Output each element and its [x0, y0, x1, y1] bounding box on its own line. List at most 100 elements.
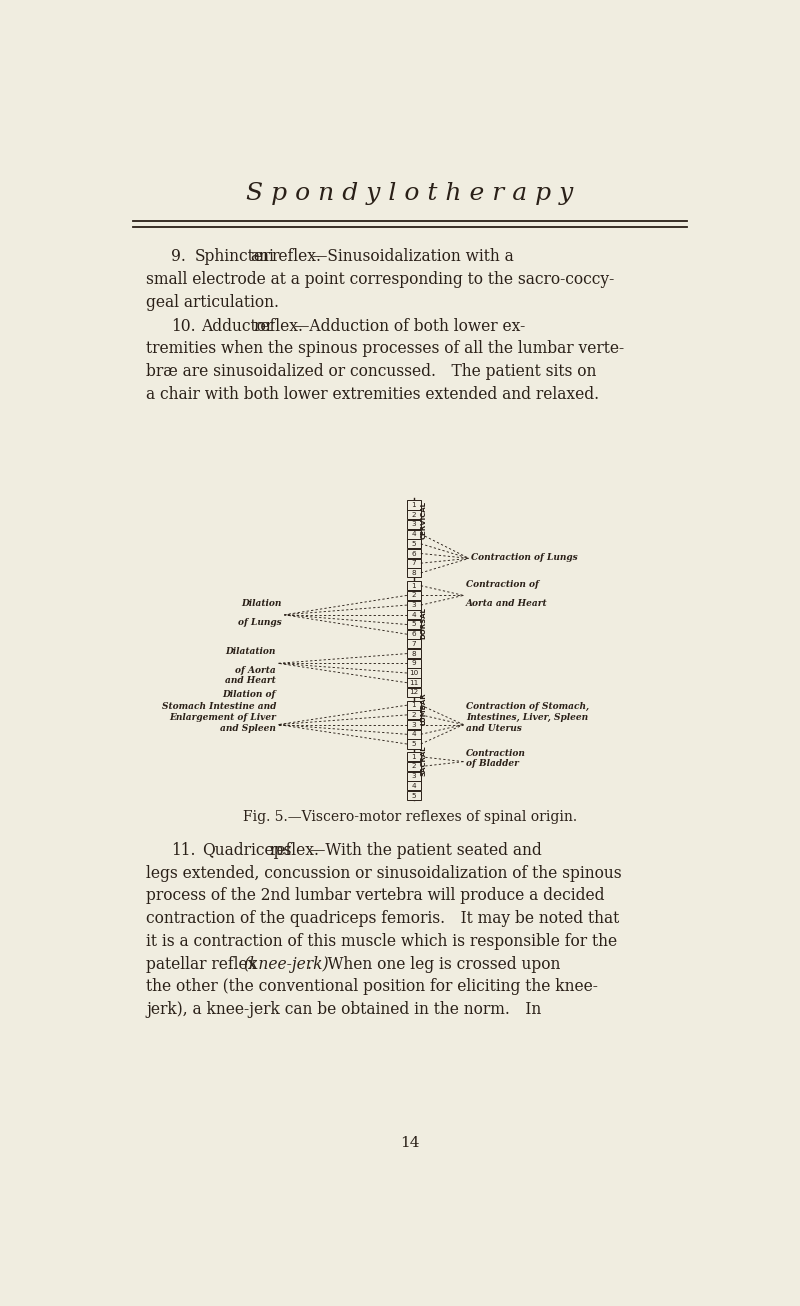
Text: CERVICAL: CERVICAL — [420, 502, 426, 539]
Bar — [407, 581, 421, 590]
Text: of Bladder: of Bladder — [466, 759, 518, 768]
Text: Contraction of Stomach,: Contraction of Stomach, — [466, 701, 589, 710]
Text: —Sinusoidalization with a: —Sinusoidalization with a — [312, 248, 514, 265]
Text: Adductor: Adductor — [201, 317, 273, 334]
Bar — [407, 620, 421, 629]
Text: tremities when the spinous processes of all the lumbar verte-: tremities when the spinous processes of … — [146, 341, 625, 358]
Text: SACRAL: SACRAL — [420, 746, 426, 776]
Text: 3: 3 — [411, 773, 416, 780]
Text: 7: 7 — [411, 560, 416, 567]
Text: Contraction: Contraction — [466, 748, 526, 757]
Text: it is a contraction of this muscle which is responsible for the: it is a contraction of this muscle which… — [146, 932, 618, 949]
Text: 10.: 10. — [171, 317, 196, 334]
Bar — [407, 629, 421, 639]
Text: 1: 1 — [411, 703, 416, 708]
Text: 5: 5 — [411, 793, 416, 798]
Text: 2: 2 — [411, 764, 416, 769]
Bar — [407, 710, 421, 720]
Text: 7: 7 — [411, 641, 416, 646]
Text: Contraction of Lungs: Contraction of Lungs — [471, 552, 578, 562]
Text: 3: 3 — [411, 521, 416, 528]
Text: Quadriceps: Quadriceps — [202, 842, 292, 859]
Text: 1: 1 — [411, 502, 416, 508]
Text: 1: 1 — [411, 754, 416, 760]
Text: —With the patient seated and: —With the patient seated and — [310, 842, 542, 859]
Text: 3: 3 — [411, 602, 416, 609]
Text: 10: 10 — [410, 670, 418, 677]
Bar — [407, 640, 421, 649]
Bar — [407, 529, 421, 538]
Text: process of the 2nd lumbar vertebra will produce a decided: process of the 2nd lumbar vertebra will … — [146, 888, 605, 905]
Text: 5: 5 — [411, 741, 416, 747]
Bar — [407, 610, 421, 619]
Text: jerk), a knee-jerk can be obtained in the norm. In: jerk), a knee-jerk can be obtained in th… — [146, 1000, 542, 1017]
Text: reflex.: reflex. — [270, 842, 320, 859]
Bar — [407, 568, 421, 577]
Text: legs extended, concussion or sinusoidalization of the spinous: legs extended, concussion or sinusoidali… — [146, 865, 622, 882]
Text: Intestines, Liver, Spleen: Intestines, Liver, Spleen — [466, 713, 588, 722]
Text: and Spleen: and Spleen — [220, 724, 276, 733]
Text: LUMBAR: LUMBAR — [420, 692, 426, 725]
Text: of Lungs: of Lungs — [238, 618, 282, 627]
Text: 4: 4 — [411, 782, 416, 789]
Text: Fig. 5.—Viscero-motor reflexes of spinal origin.: Fig. 5.—Viscero-motor reflexes of spinal… — [243, 810, 577, 824]
Text: a chair with both lower extremities extended and relaxed.: a chair with both lower extremities exte… — [146, 385, 600, 402]
Bar — [407, 761, 421, 771]
Text: small electrode at a point corresponding to the sacro-coccy-: small electrode at a point corresponding… — [146, 272, 614, 289]
Bar — [407, 549, 421, 558]
Text: geal articulation.: geal articulation. — [146, 294, 279, 311]
Text: 8: 8 — [411, 569, 416, 576]
Text: reflex.: reflex. — [271, 248, 322, 265]
Bar — [407, 500, 421, 509]
Text: 2: 2 — [411, 593, 416, 598]
Bar — [407, 739, 421, 748]
Bar — [407, 772, 421, 781]
Bar — [407, 678, 421, 687]
Text: Dilation of: Dilation of — [222, 690, 276, 699]
Text: (knee-jerk): (knee-jerk) — [244, 956, 330, 973]
Text: 4: 4 — [411, 611, 416, 618]
Text: of Aorta: of Aorta — [235, 666, 276, 675]
Text: 5: 5 — [411, 541, 416, 547]
Text: 14: 14 — [400, 1136, 420, 1151]
Text: the other (the conventional position for eliciting the knee-: the other (the conventional position for… — [146, 978, 598, 995]
Bar — [407, 720, 421, 729]
Text: ani: ani — [250, 248, 274, 265]
Text: Aorta and Heart: Aorta and Heart — [466, 599, 547, 609]
Text: 9.: 9. — [171, 248, 186, 265]
Text: and Heart: and Heart — [225, 677, 276, 686]
Bar — [407, 658, 421, 667]
Text: 1: 1 — [411, 582, 416, 589]
Bar — [407, 590, 421, 599]
Text: 2: 2 — [411, 512, 416, 517]
Text: . When one leg is crossed upon: . When one leg is crossed upon — [307, 956, 560, 973]
Bar — [407, 649, 421, 658]
Text: bræ are sinusoidalized or concussed. The patient sits on: bræ are sinusoidalized or concussed. The… — [146, 363, 597, 380]
Text: contraction of the quadriceps femoris. It may be noted that: contraction of the quadriceps femoris. I… — [146, 910, 620, 927]
Bar — [407, 781, 421, 790]
Bar — [407, 601, 421, 610]
Bar — [407, 511, 421, 520]
Text: 8: 8 — [411, 650, 416, 657]
Bar — [407, 730, 421, 739]
Text: Sphincter: Sphincter — [194, 248, 270, 265]
Text: —Adduction of both lower ex-: —Adduction of both lower ex- — [294, 317, 525, 334]
Text: 3: 3 — [411, 722, 416, 727]
Text: 2: 2 — [411, 712, 416, 718]
Text: 6: 6 — [411, 631, 416, 637]
Text: Dilatation: Dilatation — [226, 648, 276, 657]
Text: 9: 9 — [411, 661, 416, 666]
Text: 5: 5 — [411, 622, 416, 627]
Text: Contraction of: Contraction of — [466, 580, 538, 589]
Text: reflex.: reflex. — [254, 317, 303, 334]
Text: DORSAL: DORSAL — [420, 607, 426, 639]
Text: Stomach Intestine and: Stomach Intestine and — [162, 701, 276, 710]
Bar — [407, 539, 421, 549]
Text: 6: 6 — [411, 551, 416, 556]
Bar — [407, 559, 421, 568]
Text: and Uterus: and Uterus — [466, 724, 522, 733]
Text: 11: 11 — [410, 679, 418, 686]
Bar — [407, 688, 421, 697]
Bar — [407, 520, 421, 529]
Bar — [407, 791, 421, 801]
